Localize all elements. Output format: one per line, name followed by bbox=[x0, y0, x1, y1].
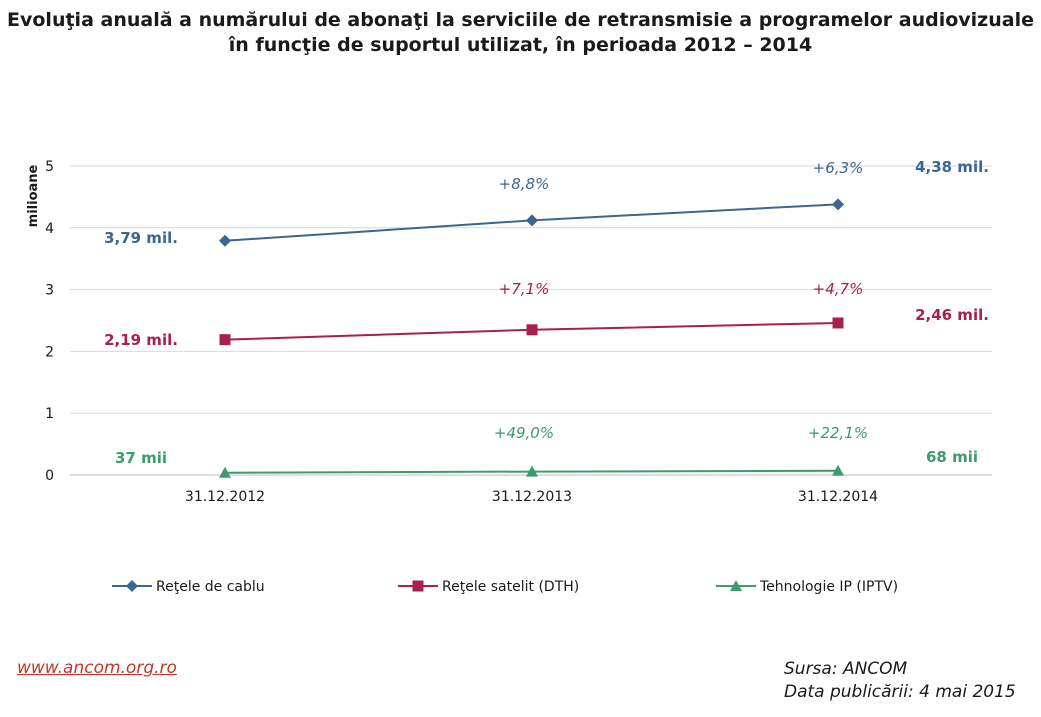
growth-label: +49,0% bbox=[494, 424, 554, 442]
data-point bbox=[526, 465, 538, 477]
data-point bbox=[219, 234, 231, 247]
legend-marker bbox=[730, 580, 742, 591]
y-tick-label: 3 bbox=[45, 283, 54, 299]
x-tick-label: 31.12.2012 bbox=[185, 489, 265, 505]
source-website-link[interactable]: www.ancom.org.ro bbox=[17, 658, 177, 678]
data-point bbox=[219, 334, 231, 346]
growth-label: +22,1% bbox=[808, 424, 868, 442]
publication-date: Data publicării: 4 mai 2015 bbox=[784, 682, 1016, 702]
growth-label: +7,1% bbox=[499, 280, 550, 298]
y-tick-label: 0 bbox=[45, 468, 54, 484]
legend-marker bbox=[126, 580, 138, 592]
legend-label: Tehnologie IP (IPTV) bbox=[759, 579, 898, 595]
growth-label: +4,7% bbox=[813, 280, 864, 298]
x-tick-label: 31.12.2014 bbox=[798, 489, 878, 505]
y-tick-label: 5 bbox=[45, 159, 54, 175]
data-label: 4,38 mil. bbox=[915, 158, 989, 176]
y-axis-label: milioane bbox=[26, 164, 41, 227]
growth-label: +8,8% bbox=[499, 175, 550, 193]
data-point bbox=[526, 214, 538, 227]
data-point bbox=[832, 317, 844, 329]
data-label: 37 mii bbox=[115, 449, 167, 467]
data-point bbox=[526, 324, 538, 336]
x-tick-label: 31.12.2013 bbox=[492, 489, 572, 505]
growth-label: +6,3% bbox=[813, 159, 864, 177]
y-tick-label: 4 bbox=[45, 221, 54, 237]
data-label: 3,79 mil. bbox=[104, 229, 178, 247]
data-point bbox=[832, 464, 844, 476]
data-label: 2,46 mil. bbox=[915, 306, 989, 324]
y-tick-label: 2 bbox=[45, 344, 54, 360]
legend-label: Reţele de cablu bbox=[156, 579, 265, 595]
line-chart: 0 1 2 3 4 5 milioane 31.12.2012 31.12.2013 31.12.… bbox=[26, 158, 992, 595]
data-point bbox=[219, 466, 231, 478]
chart-title: Evoluţia anuală a numărului de abonaţi l… bbox=[0, 8, 1041, 58]
data-label: 2,19 mil. bbox=[104, 331, 178, 349]
chart-title-line-1: Evoluţia anuală a numărului de abonaţi l… bbox=[7, 9, 1034, 31]
data-label: 68 mii bbox=[926, 448, 978, 466]
chart-title-line-2: în funcţie de suportul utilizat, în peri… bbox=[228, 34, 813, 56]
legend-marker bbox=[412, 580, 424, 592]
y-tick-label: 1 bbox=[45, 406, 54, 422]
source-label: Sursa: ANCOM bbox=[784, 659, 908, 679]
legend-label: Reţele satelit (DTH) bbox=[442, 579, 579, 595]
source-info: Sursa: ANCOM Data publicării: 4 mai 2015 bbox=[784, 658, 1016, 704]
data-point bbox=[832, 198, 844, 211]
